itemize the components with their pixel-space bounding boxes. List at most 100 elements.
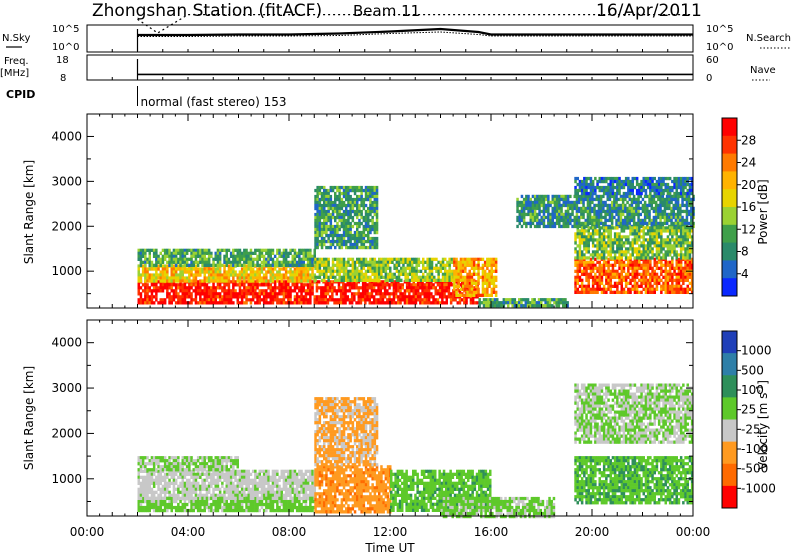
heatmap-cell — [598, 266, 601, 270]
heatmap-cell — [542, 194, 546, 199]
heatmap-cell — [373, 224, 377, 229]
heatmap-cell — [172, 270, 176, 274]
heatmap-cell — [547, 206, 550, 211]
heatmap-cell — [278, 292, 281, 296]
heatmap-cell — [613, 260, 617, 264]
heatmap-cell — [589, 266, 593, 270]
heatmap-cell — [155, 283, 158, 287]
heatmap-cell — [587, 275, 590, 279]
heatmap-cell — [278, 260, 281, 264]
heatmap-cell — [638, 253, 641, 257]
heatmap-cell — [446, 263, 449, 267]
heatmap-cell — [685, 194, 689, 199]
heatmap-cell — [364, 269, 368, 273]
heatmap-cell — [616, 269, 619, 273]
heatmap-cell — [620, 253, 623, 257]
heatmap-cell — [472, 257, 476, 261]
heatmap-cell — [282, 248, 286, 252]
heatmap-cell — [575, 200, 579, 205]
heatmap-cell — [345, 239, 348, 244]
heatmap-cell — [282, 260, 286, 264]
heatmap-cell — [576, 250, 579, 254]
heatmap-cell — [340, 224, 344, 229]
heatmap-cell — [331, 230, 335, 235]
heatmap-cell — [144, 263, 147, 267]
heatmap-cell — [201, 298, 204, 302]
heatmap-cell — [602, 238, 606, 242]
heatmap-cell — [320, 230, 324, 235]
heatmap-cell — [229, 251, 233, 255]
heatmap-cell — [249, 289, 253, 293]
heatmap-cell — [453, 263, 456, 267]
heatmap-cell — [482, 298, 486, 302]
heatmap-cell — [344, 295, 347, 299]
heatmap-cell — [207, 267, 211, 271]
heatmap-cell — [229, 280, 233, 284]
heatmap-cell — [555, 212, 559, 217]
heatmap-cell — [190, 283, 193, 287]
heatmap-cell — [687, 197, 691, 202]
heatmap-cell — [405, 289, 409, 293]
heatmap-cell — [378, 272, 381, 276]
heatmap-cell — [157, 301, 160, 305]
heatmap-cell — [618, 253, 621, 257]
heatmap-cell — [166, 264, 169, 268]
heatmap-cell — [684, 235, 687, 239]
heatmap-cell — [271, 270, 275, 274]
heatmap-cell — [591, 206, 594, 211]
heatmap-cell — [633, 229, 637, 233]
heatmap-cell — [227, 267, 231, 271]
heatmap-cell — [185, 260, 189, 264]
heatmap-cell — [662, 253, 665, 257]
heatmap-cell — [536, 194, 539, 199]
heatmap-cell — [664, 284, 667, 288]
heatmap-cell — [629, 247, 632, 251]
heatmap-cell — [225, 257, 228, 261]
heatmap-cell — [654, 200, 658, 205]
heatmap-cell — [617, 203, 620, 208]
heatmap-cell — [602, 241, 606, 245]
heatmap-cell — [589, 226, 593, 230]
heatmap-cell — [344, 286, 347, 290]
heatmap-cell — [475, 290, 478, 294]
heatmap-cell — [687, 194, 691, 199]
heatmap-cell — [326, 289, 330, 293]
heatmap-cell — [331, 224, 335, 229]
heatmap-cell — [551, 209, 554, 214]
heatmap-cell — [205, 286, 209, 290]
heatmap-cell — [360, 275, 363, 279]
heatmap-cell — [454, 298, 457, 302]
heatmap-cell — [282, 267, 286, 271]
heatmap-cell — [593, 203, 596, 208]
heatmap-cell — [353, 263, 357, 267]
heatmap-cell — [650, 200, 653, 205]
heatmap-cell — [333, 289, 336, 293]
heatmap-cell — [453, 287, 456, 291]
heatmap-cell — [659, 209, 662, 214]
heatmap-cell — [589, 263, 593, 267]
heatmap-cell — [615, 200, 618, 205]
heatmap-cell — [221, 298, 224, 302]
heatmap-cell — [622, 244, 626, 248]
heatmap-cell — [414, 289, 418, 293]
heatmap-cell — [606, 206, 609, 211]
heatmap-cell — [450, 257, 454, 261]
heatmap-cell — [692, 212, 695, 217]
heatmap-cell — [141, 289, 145, 293]
heatmap-cell — [375, 209, 379, 214]
heatmap-cell — [450, 260, 454, 264]
heatmap-cell — [578, 253, 582, 257]
heatmap-cell — [578, 269, 582, 273]
heatmap-cell — [393, 275, 396, 279]
heatmap-cell — [653, 226, 656, 230]
heatmap-cell — [560, 212, 563, 217]
heatmap-cell — [340, 239, 344, 244]
heatmap-cell — [657, 221, 660, 226]
heatmap-cell — [232, 301, 235, 305]
heatmap-cell — [602, 203, 605, 208]
heatmap-cell — [598, 253, 601, 257]
heatmap-cell — [207, 260, 211, 264]
heatmap-cell — [613, 263, 617, 267]
heatmap-cell — [316, 194, 319, 199]
heatmap-cell — [205, 267, 209, 271]
